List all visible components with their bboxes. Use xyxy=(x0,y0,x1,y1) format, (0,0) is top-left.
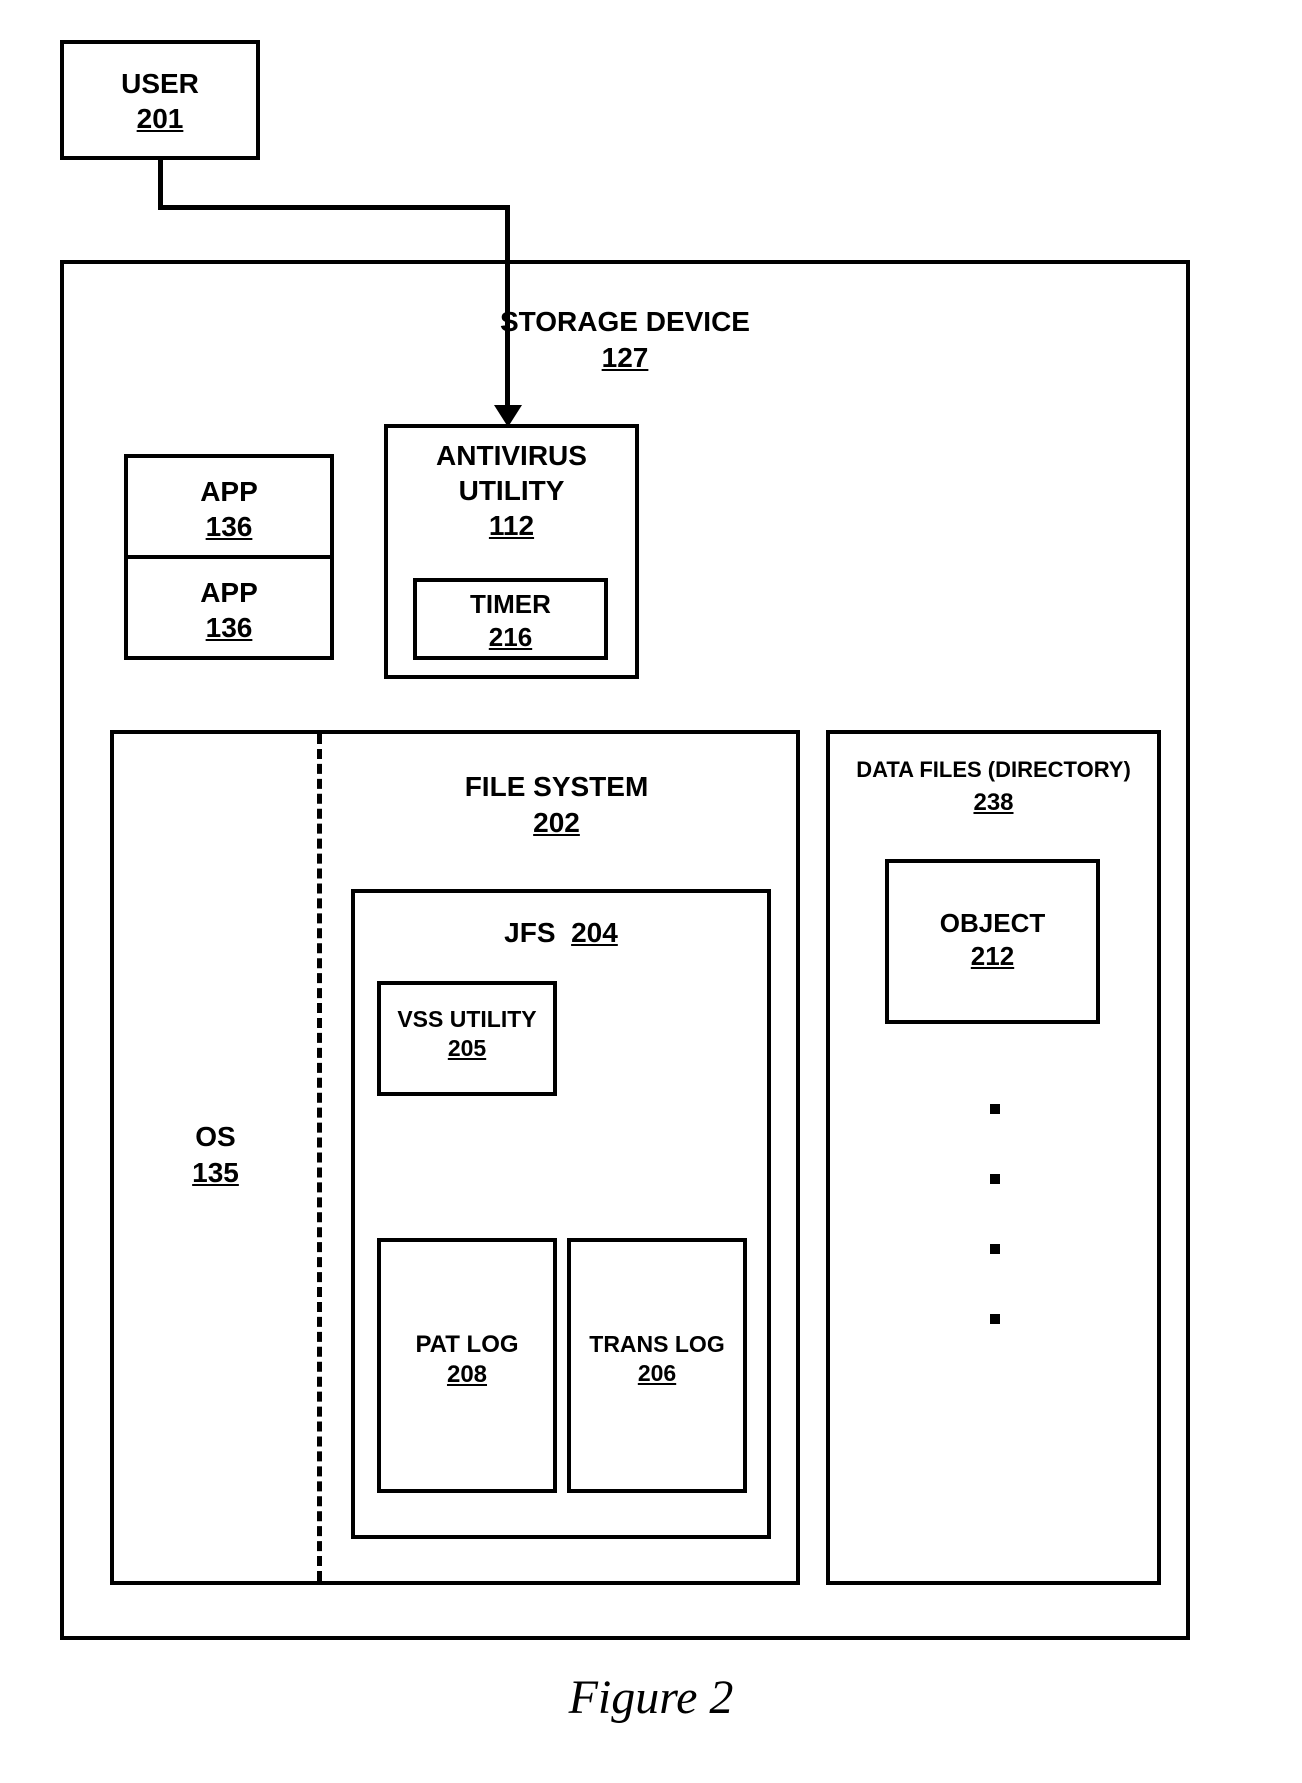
antivirus-ref: 112 xyxy=(388,508,635,543)
os-fs-box-2: OS 135 FILE SYSTEM 202 JFS 204 VSS UTILI… xyxy=(110,730,800,1585)
timer-label: TIMER xyxy=(417,588,604,621)
arrow-head-down xyxy=(494,405,522,427)
jfs-ref-2: 204 xyxy=(571,917,618,948)
data-files-directory-box: DATA FILES (DIRECTORY) 238 OBJECT 212 xyxy=(826,730,1161,1585)
app1-ref: 136 xyxy=(128,509,330,544)
jfs-box-2: JFS 204 VSS UTILITY 205 PAT LOG 208 TRAN… xyxy=(351,889,771,1539)
translog-box-2: TRANS LOG 206 xyxy=(567,1238,747,1493)
vss-box-2: VSS UTILITY 205 xyxy=(377,981,557,1096)
app1-label: APP xyxy=(128,474,330,509)
ellipsis-dot-1 xyxy=(990,1104,1000,1114)
timer-box: TIMER 216 xyxy=(413,578,608,660)
app2-box: APP 136 xyxy=(124,555,334,660)
arrow-seg-1 xyxy=(158,160,163,210)
figure-caption: Figure 2 xyxy=(0,1670,1302,1725)
object-box: OBJECT 212 xyxy=(885,859,1100,1024)
ellipsis-dot-4 xyxy=(990,1314,1000,1324)
user-ref: 201 xyxy=(64,101,256,136)
datafiles-label: DATA FILES (DIRECTORY) xyxy=(830,756,1157,784)
jfs-label-2: JFS 204 xyxy=(355,915,767,950)
os-fs-divider-2 xyxy=(317,734,322,1581)
vss-ref-2: 205 xyxy=(381,1034,553,1063)
timer-ref: 216 xyxy=(417,621,604,654)
antivirus-box: ANTIVIRUS UTILITY 112 TIMER 216 xyxy=(384,424,639,679)
antivirus-label2: UTILITY xyxy=(388,473,635,508)
patlog-box-2: PAT LOG 208 xyxy=(377,1238,557,1493)
translog-ref-2: 206 xyxy=(571,1359,743,1388)
patlog-ref-2: 208 xyxy=(381,1360,553,1390)
app1-box: APP 136 xyxy=(124,454,334,559)
storage-device-ref: 127 xyxy=(64,340,1186,375)
object-label: OBJECT xyxy=(889,907,1096,940)
user-label: USER xyxy=(64,66,256,101)
storage-device-label: STORAGE DEVICE xyxy=(64,304,1186,339)
datafiles-ref: 238 xyxy=(830,788,1157,818)
vss-label-2: VSS UTILITY xyxy=(381,1005,553,1034)
arrow-seg-2 xyxy=(158,205,510,210)
fs-label-2: FILE SYSTEM xyxy=(317,769,796,804)
ellipsis-dot-2 xyxy=(990,1174,1000,1184)
os-label-2: OS xyxy=(114,1119,317,1154)
app2-label: APP xyxy=(128,575,330,610)
os-ref-2: 135 xyxy=(114,1155,317,1190)
fs-ref-2: 202 xyxy=(317,805,796,840)
object-ref: 212 xyxy=(889,940,1096,973)
antivirus-label1: ANTIVIRUS xyxy=(388,438,635,473)
jfs-label-text-2: JFS xyxy=(504,917,555,948)
arrow-seg-3 xyxy=(505,205,510,410)
ellipsis-dot-3 xyxy=(990,1244,1000,1254)
user-box: USER 201 xyxy=(60,40,260,160)
translog-label-2: TRANS LOG xyxy=(571,1330,743,1359)
patlog-label-2: PAT LOG xyxy=(381,1330,553,1360)
app2-ref: 136 xyxy=(128,610,330,645)
